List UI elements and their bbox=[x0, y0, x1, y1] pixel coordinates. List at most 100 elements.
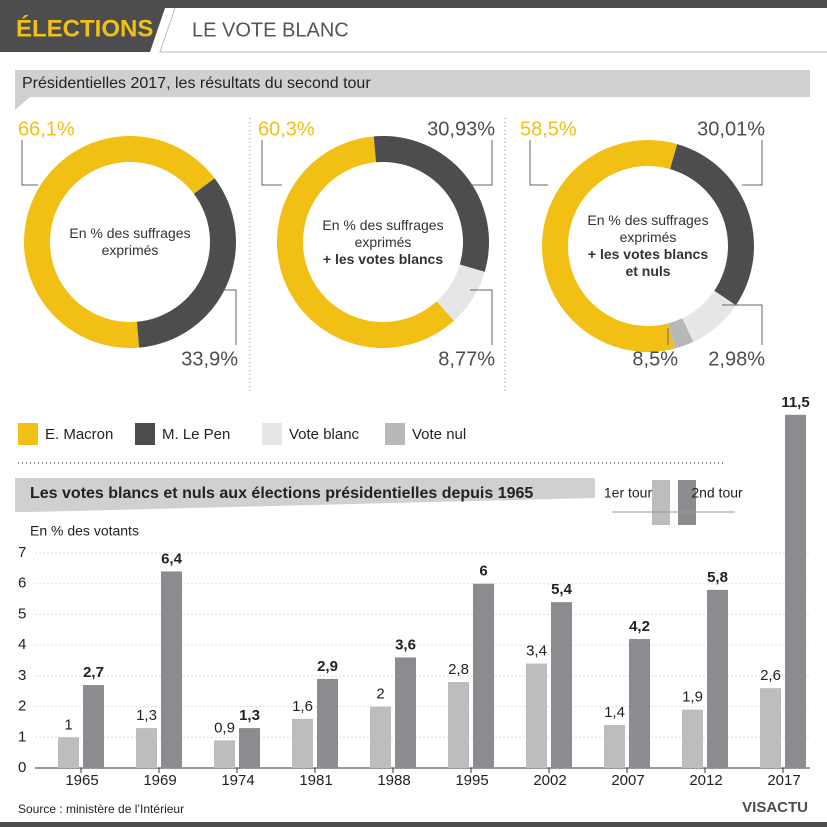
x-tick-label: 1969 bbox=[143, 772, 176, 789]
y-tick-label: 1 bbox=[18, 728, 26, 745]
legend-label: E. Macron bbox=[45, 426, 113, 443]
bar bbox=[682, 709, 703, 768]
bar-title: Les votes blancs et nuls aux élections p… bbox=[30, 485, 533, 502]
bar bbox=[473, 583, 494, 768]
x-tick-label: 2017 bbox=[767, 772, 800, 789]
data-label: 2,8 bbox=[448, 661, 469, 678]
y-tick-label: 0 bbox=[18, 759, 26, 776]
bar bbox=[604, 725, 625, 768]
x-tick-label: 1965 bbox=[65, 772, 98, 789]
value-label: 2,98% bbox=[708, 348, 765, 370]
data-label: 6 bbox=[479, 563, 487, 580]
data-label: 5,8 bbox=[707, 569, 728, 586]
donut-center-text: En % des suffrages exprimés bbox=[68, 225, 192, 259]
y-tick-label: 2 bbox=[18, 698, 26, 715]
x-tick-label: 1995 bbox=[455, 772, 488, 789]
data-label: 4,2 bbox=[629, 618, 650, 635]
bar bbox=[292, 718, 313, 768]
data-label: 1,4 bbox=[604, 704, 625, 721]
donut-segment bbox=[436, 264, 485, 321]
center-text-bold: + les votes blancs bbox=[322, 250, 444, 267]
legend-label: 2nd tour bbox=[691, 485, 743, 501]
donut-segment bbox=[668, 318, 694, 349]
data-label: 1,3 bbox=[239, 707, 260, 724]
leader-line bbox=[470, 289, 493, 345]
leader-line bbox=[529, 140, 548, 186]
leader-line bbox=[21, 140, 38, 186]
x-tick-label: 2002 bbox=[533, 772, 566, 789]
data-label: 5,4 bbox=[551, 581, 573, 598]
x-tick-label: 2007 bbox=[611, 772, 644, 789]
donut-segment bbox=[373, 136, 489, 272]
leader-line bbox=[722, 304, 763, 345]
legend-swatch bbox=[652, 480, 670, 525]
legend-label: Vote blanc bbox=[289, 426, 360, 443]
x-tick-label: 1981 bbox=[299, 772, 332, 789]
donut-segment bbox=[277, 136, 455, 348]
bar bbox=[551, 602, 572, 768]
data-label: 2 bbox=[376, 686, 384, 703]
data-label: 2,7 bbox=[83, 664, 104, 681]
bottom-strip bbox=[0, 822, 827, 827]
center-text: En % des suffrages exprimés bbox=[322, 216, 444, 250]
center-text-bold: + les votes blancs et nuls bbox=[587, 246, 709, 279]
donut-center-text: En % des suffrages exprimés + les votes b… bbox=[321, 217, 445, 268]
top-strip bbox=[0, 0, 827, 8]
x-tick-label: 1988 bbox=[377, 772, 410, 789]
legend-swatch bbox=[135, 423, 155, 445]
data-label: 1 bbox=[64, 716, 72, 733]
value-label: 66,1% bbox=[18, 118, 75, 140]
header-subtitle: LE VOTE BLANC bbox=[192, 19, 349, 41]
data-label: 1,3 bbox=[136, 707, 157, 724]
donut-segment bbox=[682, 290, 736, 342]
data-label: 1,6 bbox=[292, 698, 313, 715]
value-label: 33,9% bbox=[181, 348, 238, 370]
data-label: 6,4 bbox=[161, 550, 183, 567]
data-label: 0,9 bbox=[214, 719, 235, 736]
value-label: 8,5% bbox=[632, 348, 678, 370]
legend-label: 1er tour bbox=[604, 485, 653, 501]
bar bbox=[370, 706, 391, 768]
value-label: 30,93% bbox=[427, 118, 495, 140]
logo: VISACTU bbox=[742, 799, 808, 816]
legend-label: Vote nul bbox=[412, 426, 466, 443]
value-label: 60,3% bbox=[258, 118, 315, 140]
bar bbox=[760, 688, 781, 768]
bar-title-bar bbox=[15, 478, 595, 512]
bar bbox=[83, 685, 104, 768]
data-label: 2,6 bbox=[760, 667, 781, 684]
bar bbox=[629, 639, 650, 768]
leader-line bbox=[261, 140, 282, 186]
data-label: 3,4 bbox=[526, 643, 547, 660]
y-tick-label: 5 bbox=[18, 605, 26, 622]
legend-swatch bbox=[18, 423, 38, 445]
source: Source : ministère de l’Intérieur bbox=[18, 802, 184, 816]
bar bbox=[395, 657, 416, 768]
bar bbox=[136, 728, 157, 768]
x-tick-label: 1974 bbox=[221, 772, 254, 789]
bar bbox=[239, 728, 260, 768]
donut-segment bbox=[670, 144, 754, 306]
leader-line bbox=[222, 289, 237, 345]
center-text: En % des suffrages exprimés bbox=[69, 225, 191, 258]
value-label: 8,77% bbox=[438, 348, 495, 370]
y-tick-label: 4 bbox=[18, 636, 26, 653]
bar bbox=[707, 589, 728, 768]
y-axis-label: En % des votants bbox=[30, 523, 139, 539]
data-label: 3,6 bbox=[395, 636, 416, 653]
y-tick-label: 7 bbox=[18, 544, 26, 561]
bar bbox=[317, 678, 338, 768]
donut-segment bbox=[136, 178, 236, 348]
header-box bbox=[0, 8, 165, 52]
section-title: Présidentielles 2017, les résultats du s… bbox=[22, 75, 371, 92]
x-tick-label: 2012 bbox=[689, 772, 722, 789]
legend-swatch bbox=[678, 480, 696, 525]
header-title: ÉLECTIONS bbox=[16, 14, 153, 42]
bar bbox=[58, 737, 79, 768]
data-label: 11,5 bbox=[781, 394, 809, 411]
leader-line bbox=[742, 140, 763, 186]
bar bbox=[448, 682, 469, 768]
bar bbox=[526, 663, 547, 768]
donut-center-text: En % des suffrages exprimés + les votes b… bbox=[586, 212, 710, 280]
